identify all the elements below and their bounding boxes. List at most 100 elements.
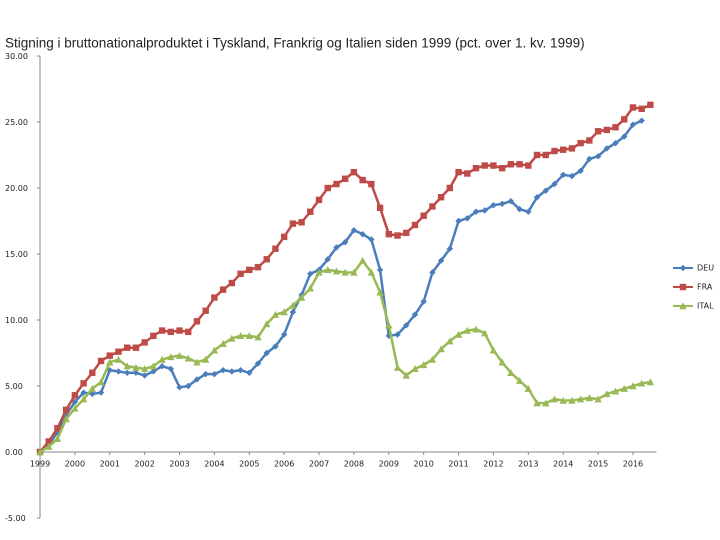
y-tick-label: 20.00 <box>5 184 28 193</box>
marker <box>324 184 331 192</box>
marker <box>368 180 375 188</box>
marker <box>149 362 158 370</box>
marker <box>80 389 87 396</box>
marker <box>193 318 201 325</box>
marker <box>550 395 559 403</box>
x-tick-label: 1999 <box>30 460 50 469</box>
marker <box>507 161 515 168</box>
marker <box>350 227 358 234</box>
marker <box>586 155 593 163</box>
marker <box>175 351 184 359</box>
marker <box>210 346 219 354</box>
marker <box>620 384 628 392</box>
marker <box>629 104 637 111</box>
marker <box>429 269 436 276</box>
marker <box>446 184 454 192</box>
marker <box>106 366 113 374</box>
chart-title: Stigning i bruttonationalproduktet i Tys… <box>5 36 585 51</box>
marker <box>246 369 253 376</box>
marker <box>193 358 201 366</box>
marker <box>446 337 454 345</box>
marker <box>455 168 462 176</box>
marker <box>88 384 97 392</box>
marker <box>228 279 236 287</box>
marker <box>228 368 236 375</box>
marker <box>71 392 79 399</box>
marker <box>297 293 306 301</box>
marker <box>115 348 122 355</box>
marker <box>603 390 611 398</box>
marker <box>603 145 610 152</box>
y-tick-label: 10.00 <box>5 316 28 325</box>
x-tick-label: 2012 <box>483 460 503 469</box>
y-tick-label: 25.00 <box>5 118 28 127</box>
marker <box>533 151 541 159</box>
marker <box>577 139 584 147</box>
x-tick-label: 2005 <box>239 460 259 469</box>
marker <box>560 146 567 153</box>
marker <box>211 294 218 301</box>
marker <box>80 380 87 387</box>
marker <box>185 382 192 390</box>
marker <box>637 379 646 387</box>
marker <box>254 360 262 367</box>
marker <box>464 170 471 177</box>
marker <box>429 203 436 210</box>
marker <box>307 208 314 215</box>
marker <box>228 334 236 342</box>
marker <box>254 333 262 341</box>
marker <box>45 438 52 445</box>
marker <box>437 345 445 353</box>
marker <box>402 371 410 379</box>
marker <box>97 378 105 386</box>
marker <box>524 384 533 392</box>
marker <box>193 376 201 383</box>
marker <box>367 268 376 276</box>
marker <box>368 236 375 243</box>
marker <box>298 219 305 226</box>
marker <box>376 266 384 274</box>
marker <box>472 208 480 215</box>
marker <box>385 231 392 238</box>
x-tick-label: 2006 <box>274 460 294 469</box>
marker <box>420 212 427 219</box>
x-tick-label: 2002 <box>134 460 154 469</box>
marker <box>568 172 576 180</box>
marker <box>350 168 358 176</box>
marker <box>150 332 157 340</box>
marker <box>342 175 349 182</box>
marker <box>272 343 279 350</box>
marker <box>237 366 244 374</box>
x-tick-label: 2009 <box>379 460 399 469</box>
marker <box>489 346 498 354</box>
marker <box>542 399 550 407</box>
marker <box>176 327 183 334</box>
marker <box>568 396 576 404</box>
marker <box>542 187 549 194</box>
marker <box>106 358 114 366</box>
marker <box>411 311 419 318</box>
marker <box>306 284 315 292</box>
marker <box>586 137 593 144</box>
marker <box>454 330 463 338</box>
marker <box>481 329 489 337</box>
marker <box>219 286 227 293</box>
marker <box>246 266 253 274</box>
marker <box>359 231 366 238</box>
marker <box>603 126 610 134</box>
marker <box>525 162 532 169</box>
series-line <box>39 259 651 454</box>
marker <box>202 370 209 378</box>
marker <box>568 145 576 152</box>
marker <box>185 328 192 336</box>
marker <box>167 365 174 373</box>
marker <box>359 176 366 184</box>
marker <box>158 363 166 370</box>
marker <box>490 162 497 169</box>
marker <box>472 325 480 333</box>
marker <box>141 339 148 346</box>
marker <box>594 128 602 135</box>
marker <box>403 322 410 329</box>
marker <box>679 283 687 291</box>
